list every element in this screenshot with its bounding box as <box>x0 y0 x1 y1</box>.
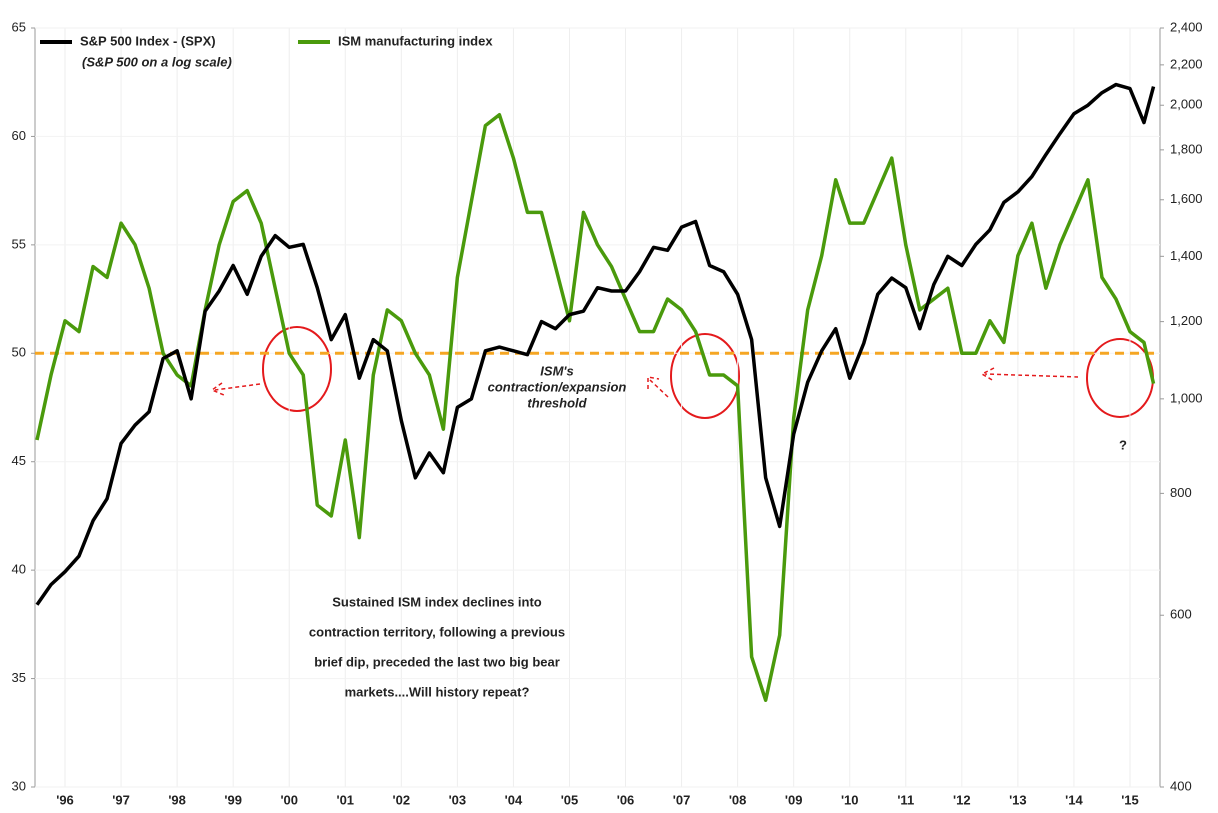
annotation: markets....Will history repeat? <box>345 684 530 699</box>
y2-tick-label: 1,800 <box>1170 141 1203 156</box>
threshold-label: contraction/expansion <box>488 379 627 394</box>
question-mark: ? <box>1119 437 1127 452</box>
circle <box>1086 338 1154 418</box>
x-tick-label: '05 <box>561 792 579 807</box>
x-tick-label: '15 <box>1121 792 1139 807</box>
x-tick-label: '98 <box>168 792 186 807</box>
y-tick-label: 40 <box>12 562 26 577</box>
x-tick-label: '96 <box>56 792 74 807</box>
y2-tick-label: 400 <box>1170 778 1192 793</box>
y-tick-label: 60 <box>12 128 26 143</box>
y2-tick-label: 600 <box>1170 607 1192 622</box>
series-line <box>35 112 1156 703</box>
y2-tick-label: 2,200 <box>1170 56 1203 71</box>
x-tick-label: '09 <box>785 792 803 807</box>
x-tick-label: '06 <box>617 792 635 807</box>
x-tick-label: '99 <box>224 792 242 807</box>
arrow <box>980 367 1079 382</box>
x-tick-label: '12 <box>953 792 971 807</box>
x-tick-label: '11 <box>897 792 914 807</box>
arrow <box>647 376 669 398</box>
y-tick-label: 55 <box>12 236 26 251</box>
annotation: brief dip, preceded the last two big bea… <box>314 654 560 669</box>
x-tick-label: '13 <box>1009 792 1027 807</box>
x-tick-label: '01 <box>336 792 354 807</box>
threshold-label: threshold <box>527 395 587 410</box>
y-tick-label: 50 <box>12 345 26 360</box>
x-tick-label: '14 <box>1065 792 1083 807</box>
x-tick-label: '04 <box>505 792 523 807</box>
y2-tick-label: 1,200 <box>1170 313 1203 328</box>
circle <box>670 333 740 419</box>
y2-tick-label: 800 <box>1170 485 1192 500</box>
y2-tick-label: 1,600 <box>1170 191 1203 206</box>
legend-label: ISM manufacturing index <box>338 33 493 48</box>
x-tick-label: '00 <box>280 792 298 807</box>
legend-label: S&P 500 Index - (SPX) <box>80 33 216 48</box>
x-tick-label: '02 <box>393 792 411 807</box>
grid <box>35 27 1160 788</box>
y2-tick-label: 2,000 <box>1170 97 1203 112</box>
y2-tick-label: 1,400 <box>1170 248 1203 263</box>
y-tick-label: 35 <box>12 670 26 685</box>
series-line <box>35 82 1156 606</box>
x-tick-label: '07 <box>673 792 691 807</box>
y-tick-label: 65 <box>12 19 26 34</box>
y2-tick-label: 2,400 <box>1170 19 1203 34</box>
arrow <box>210 382 261 396</box>
annotation: Sustained ISM index declines into <box>332 594 542 609</box>
y-tick-label: 30 <box>12 778 26 793</box>
x-tick-label: '03 <box>449 792 467 807</box>
x-tick-label: '08 <box>729 792 747 807</box>
threshold-label: ISM's <box>540 363 573 378</box>
y-tick-label: 45 <box>12 453 26 468</box>
x-tick-label: '10 <box>841 792 859 807</box>
x-tick-label: '97 <box>112 792 130 807</box>
plot-frame <box>34 27 1161 788</box>
arrows <box>210 367 1079 398</box>
subtitle: (S&P 500 on a log scale) <box>82 54 232 69</box>
annotation: contraction territory, following a previ… <box>309 624 565 639</box>
circle <box>262 326 332 412</box>
y2-tick-label: 1,000 <box>1170 390 1203 405</box>
